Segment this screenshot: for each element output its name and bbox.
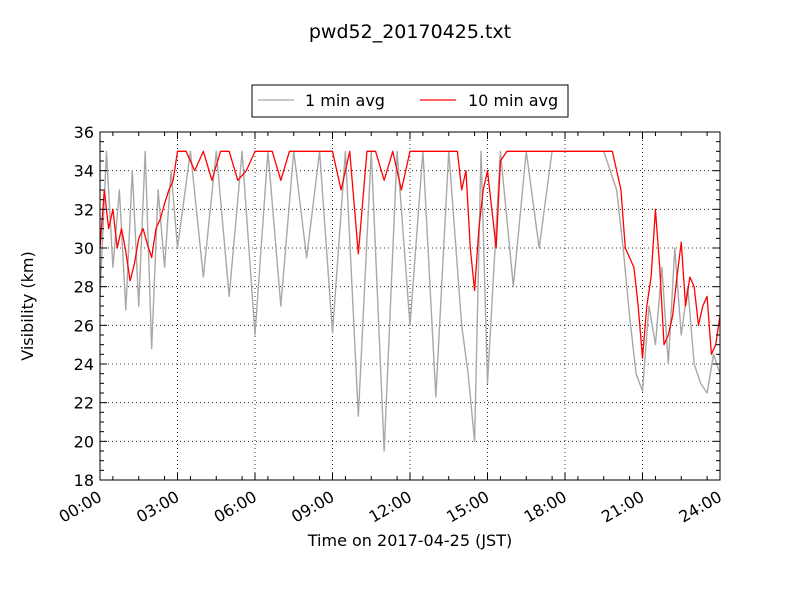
chart-title: pwd52_20170425.txt (309, 21, 511, 43)
plot-area (99, 131, 721, 481)
y-tick-label: 24 (74, 355, 94, 374)
y-tick-label: 30 (74, 239, 94, 258)
plot-frame (99, 131, 721, 481)
y-tick-labels: 18 20 22 24 26 28 30 32 34 36 (74, 123, 94, 490)
x-axis-label: Time on 2017-04-25 (JST) (307, 531, 512, 550)
series-line-10min (99, 150, 721, 359)
legend-label-10min: 10 min avg (468, 91, 558, 110)
legend-label-1min: 1 min avg (305, 91, 385, 110)
legend: 1 min avg 10 min avg (251, 84, 569, 118)
y-tick-label: 26 (74, 316, 94, 335)
y-tick-label: 28 (74, 278, 94, 297)
y-tick-label: 34 (74, 162, 94, 181)
y-tick-label: 20 (74, 432, 94, 451)
y-axis-label: Visibility (km) (18, 251, 37, 360)
y-tick-label: 22 (74, 394, 94, 413)
series-layer (99, 150, 721, 452)
y-tick-label: 36 (74, 123, 94, 142)
y-tick-label: 18 (74, 471, 94, 490)
series-line-1min (99, 150, 721, 452)
y-tick-label: 32 (74, 200, 94, 219)
legend-box (251, 84, 569, 118)
